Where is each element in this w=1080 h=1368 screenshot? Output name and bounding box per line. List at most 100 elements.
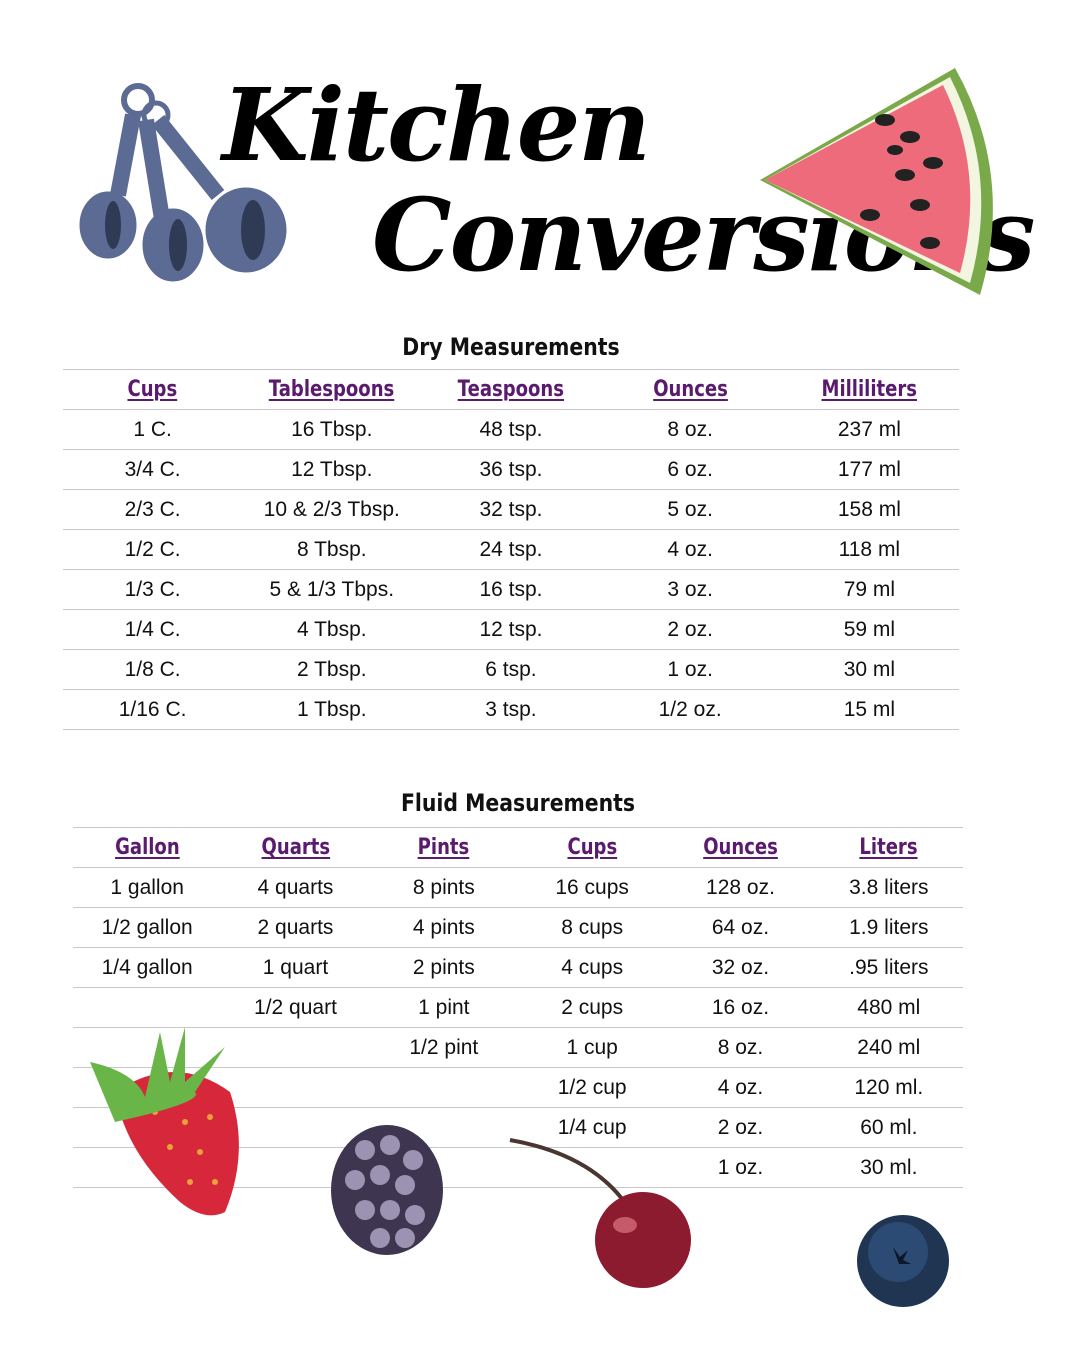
table-cell: 128 oz. [666, 867, 815, 908]
table-cell: 3.8 liters [814, 867, 963, 908]
table-cell: 8 Tbsp. [242, 529, 422, 570]
table-cell [221, 1027, 370, 1068]
table-cell: 1/2 C. [63, 529, 243, 570]
table-cell: 16 tsp. [421, 569, 601, 610]
table-cell: 1/4 gallon [73, 947, 222, 988]
fluid-header-cell: Liters [814, 827, 963, 868]
table-row: 1/2 pint 1 cup 8 oz. 240 ml [73, 1027, 963, 1068]
title-line-1: Kitchen [222, 66, 651, 184]
dry-header-cell: Ounces [600, 369, 780, 410]
fluid-measurements-table: Gallon Quarts Pints Cups Ounces Liters 1 gall… [73, 827, 963, 1188]
table-cell: 30 ml [779, 649, 959, 690]
table-row: 1/4 gallon 1 quart 2 pints 4 cups 32 oz. .95 … [73, 947, 963, 988]
table-cell: 1/2 oz. [600, 689, 780, 730]
table-row: 3/4 C. 12 Tbsp. 36 tsp. 6 oz. 177 ml [63, 449, 959, 490]
table-row: 1/2 cup 4 oz. 120 ml. [73, 1067, 963, 1108]
fluid-header-label: Liters [859, 835, 918, 860]
table-cell: 1 oz. [666, 1147, 815, 1188]
table-cell: 4 Tbsp. [242, 609, 422, 650]
table-cell: 1.9 liters [814, 907, 963, 948]
fluid-header-cell: Pints [369, 827, 518, 868]
table-cell: 2 oz. [666, 1107, 815, 1148]
table-cell: 2/3 C. [63, 489, 243, 530]
table-cell: 1 Tbsp. [242, 689, 422, 730]
fluid-header-label: Ounces [703, 835, 778, 860]
table-cell: 4 oz. [666, 1067, 815, 1108]
table-cell: 60 ml. [814, 1107, 963, 1148]
table-cell: 8 oz. [600, 409, 780, 450]
table-cell: 120 ml. [814, 1067, 963, 1108]
fluid-header-cell: Ounces [666, 827, 815, 868]
table-cell: 1/2 gallon [73, 907, 222, 948]
table-row: 1/4 C. 4 Tbsp. 12 tsp. 2 oz. 59 ml [63, 609, 959, 650]
table-cell: 4 cups [517, 947, 667, 988]
table-cell: 8 oz. [666, 1027, 815, 1068]
table-cell: 1 oz. [600, 649, 780, 690]
table-cell: 32 tsp. [421, 489, 601, 530]
table-cell: 1/2 quart [221, 987, 370, 1028]
table-cell: 8 pints [369, 867, 518, 908]
fluid-measurements-title: Fluid Measurements [400, 789, 636, 817]
table-cell: 158 ml [779, 489, 959, 530]
table-cell: 1 pint [369, 987, 518, 1028]
table-cell: .95 liters [814, 947, 963, 988]
dry-header-cell: Tablespoons [242, 369, 422, 410]
watermelon-icon [760, 68, 993, 295]
table-cell [221, 1067, 370, 1108]
table-cell: 6 tsp. [421, 649, 601, 690]
table-row: 1/2 gallon 2 quarts 4 pints 8 cups 64 oz. 1.9… [73, 907, 963, 948]
table-cell: 1 C. [63, 409, 243, 450]
table-cell: 48 tsp. [421, 409, 601, 450]
table-cell: 8 cups [517, 907, 667, 948]
fluid-header-label: Quarts [261, 835, 330, 860]
dry-measurements-title: Dry Measurements [402, 333, 620, 361]
table-cell [73, 987, 222, 1028]
table-cell: 237 ml [779, 409, 959, 450]
table-cell: 5 & 1/3 Tbps. [242, 569, 422, 610]
fluid-header-label: Gallon [114, 835, 180, 860]
table-cell: 16 Tbsp. [242, 409, 422, 450]
table-cell: 16 oz. [666, 987, 815, 1028]
dry-header-cell: Teaspoons [421, 369, 601, 410]
table-cell: 480 ml [814, 987, 963, 1028]
table-cell: 1 gallon [73, 867, 222, 908]
table-cell: 2 cups [517, 987, 667, 1028]
table-cell: 12 tsp. [421, 609, 601, 650]
table-row: 1/8 C. 2 Tbsp. 6 tsp. 1 oz. 30 ml [63, 649, 959, 690]
measuring-spoons-icon [79, 83, 287, 282]
fluid-header-label: Cups [567, 835, 618, 860]
dry-header-label: Teaspoons [457, 377, 565, 402]
table-row: 2/3 C. 10 & 2/3 Tbsp. 32 tsp. 5 oz. 158 ml [63, 489, 959, 530]
table-row: 1/2 C. 8 Tbsp. 24 tsp. 4 oz. 118 ml [63, 529, 959, 570]
dry-header-cell: Milliliters [779, 369, 959, 410]
table-row: 1/16 C. 1 Tbsp. 3 tsp. 1/2 oz. 15 ml [63, 689, 959, 730]
table-cell: 4 pints [369, 907, 518, 948]
strawberry-icon [90, 1027, 239, 1216]
table-cell: 36 tsp. [421, 449, 601, 490]
dry-header-cell: Cups [63, 369, 243, 410]
dry-header-label: Milliliters [821, 377, 918, 402]
table-cell: 24 tsp. [421, 529, 601, 570]
table-cell: 1/2 cup [517, 1067, 667, 1108]
fluid-header-cell: Quarts [221, 827, 370, 868]
table-cell: 1 quart [221, 947, 370, 988]
fluid-header-label: Pints [418, 835, 470, 860]
table-cell: 2 pints [369, 947, 518, 988]
dry-measurements-table: Cups Tablespoons Teaspoons Ounces Milliliter… [63, 369, 959, 730]
table-cell: 1/3 C. [63, 569, 243, 610]
table-cell: 1/4 C. [63, 609, 243, 650]
fluid-header-cell: Cups [517, 827, 667, 868]
table-cell: 12 Tbsp. [242, 449, 422, 490]
table-row: 1/2 quart 1 pint 2 cups 16 oz. 480 ml [73, 987, 963, 1028]
table-cell: 4 oz. [600, 529, 780, 570]
table-cell [73, 1027, 222, 1068]
table-row: 1/3 C. 5 & 1/3 Tbps. 16 tsp. 3 oz. 79 ml [63, 569, 959, 610]
table-cell: 16 cups [517, 867, 667, 908]
table-cell: 2 quarts [221, 907, 370, 948]
table-cell [221, 1107, 370, 1148]
table-cell: 2 Tbsp. [242, 649, 422, 690]
dry-header-label: Tablespoons [269, 377, 395, 402]
table-cell: 6 oz. [600, 449, 780, 490]
table-cell: 1/16 C. [63, 689, 243, 730]
table-cell: 1 cup [517, 1027, 667, 1068]
